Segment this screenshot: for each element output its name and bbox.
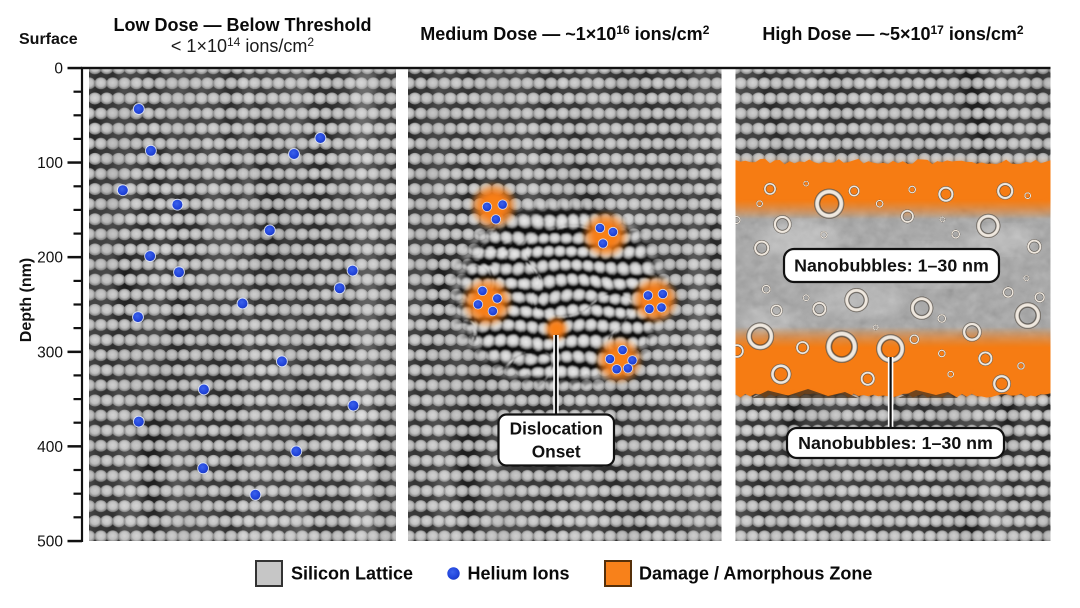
svg-text:Damage / Amorphous Zone: Damage / Amorphous Zone (639, 564, 872, 584)
svg-text:0: 0 (54, 61, 63, 78)
svg-text:500: 500 (37, 534, 63, 551)
svg-text:Helium Ions: Helium Ions (468, 564, 570, 584)
svg-text:Medium Dose — ~1×1016 ions/cm2: Medium Dose — ~1×1016 ions/cm2 (420, 23, 709, 44)
svg-text:Nanobubbles: 1–30 nm: Nanobubbles: 1–30 nm (794, 256, 989, 276)
svg-text:Low Dose — Below Threshold: Low Dose — Below Threshold (113, 15, 371, 35)
svg-text:Dislocation: Dislocation (510, 419, 603, 439)
svg-text:< 1×1014 ions/cm2: < 1×1014 ions/cm2 (171, 35, 314, 56)
svg-text:200: 200 (37, 250, 63, 267)
svg-text:100: 100 (37, 155, 63, 172)
svg-text:Nanobubbles: 1–30 nm: Nanobubbles: 1–30 nm (798, 433, 993, 453)
svg-text:Silicon Lattice: Silicon Lattice (291, 564, 413, 584)
svg-text:300: 300 (37, 344, 63, 361)
svg-text:Onset: Onset (532, 442, 581, 462)
svg-text:High Dose — ~5×1017 ions/cm2: High Dose — ~5×1017 ions/cm2 (762, 23, 1023, 44)
svg-text:Surface: Surface (19, 31, 78, 48)
svg-text:Depth (nm): Depth (nm) (18, 258, 35, 342)
svg-text:400: 400 (37, 439, 63, 456)
